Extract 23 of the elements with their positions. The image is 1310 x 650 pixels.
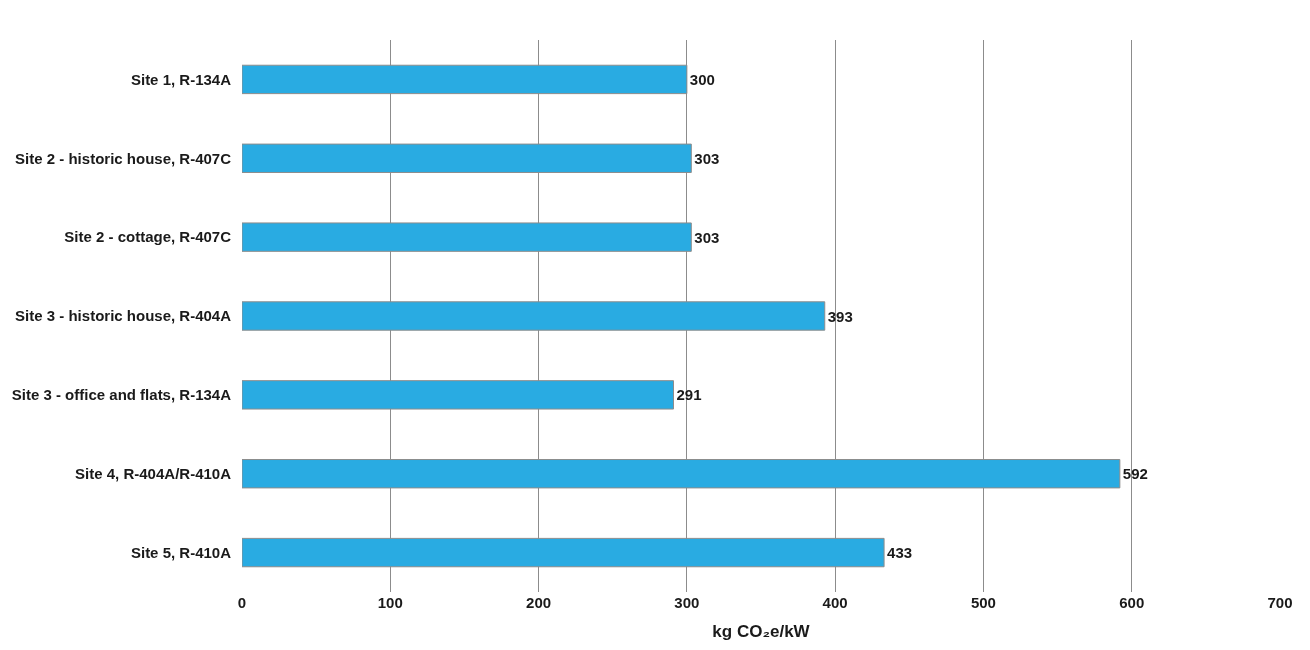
x-tick-label: 0	[237, 594, 247, 611]
y-tick-label: Site 3 - office and flats, R-134A	[11, 386, 232, 404]
y-tick-label: Site 4, R-404A/R-410A	[75, 464, 232, 482]
data-label: 303	[694, 228, 720, 246]
y-tick-label: Site 2 - historic house, R-407C	[15, 149, 232, 167]
data-label: 291	[676, 386, 702, 404]
x-tick-label: 600	[1119, 594, 1145, 611]
x-tick-label: 500	[970, 594, 996, 611]
x-tick-label: 100	[377, 594, 403, 611]
x-tick-label: 700	[1267, 594, 1293, 611]
data-label: 592	[1122, 465, 1148, 483]
x-tick-label: 400	[822, 594, 848, 611]
x-axis-title: kg CO₂e/kW	[712, 622, 811, 642]
data-label: 303	[694, 149, 720, 167]
y-tick-label: Site 1, R-134A	[130, 70, 232, 88]
x-tick-label: 200	[526, 594, 552, 611]
data-label: 300	[689, 70, 715, 88]
y-tick-label: Site 2 - cottage, R-407C	[64, 228, 232, 246]
data-label: 393	[827, 307, 853, 325]
y-tick-label: Site 3 - historic house, R-404A	[15, 307, 232, 325]
y-tick-label: Site 5, R-410A	[130, 543, 232, 561]
x-tick-label: 300	[674, 594, 700, 611]
data-label: 433	[887, 544, 913, 562]
